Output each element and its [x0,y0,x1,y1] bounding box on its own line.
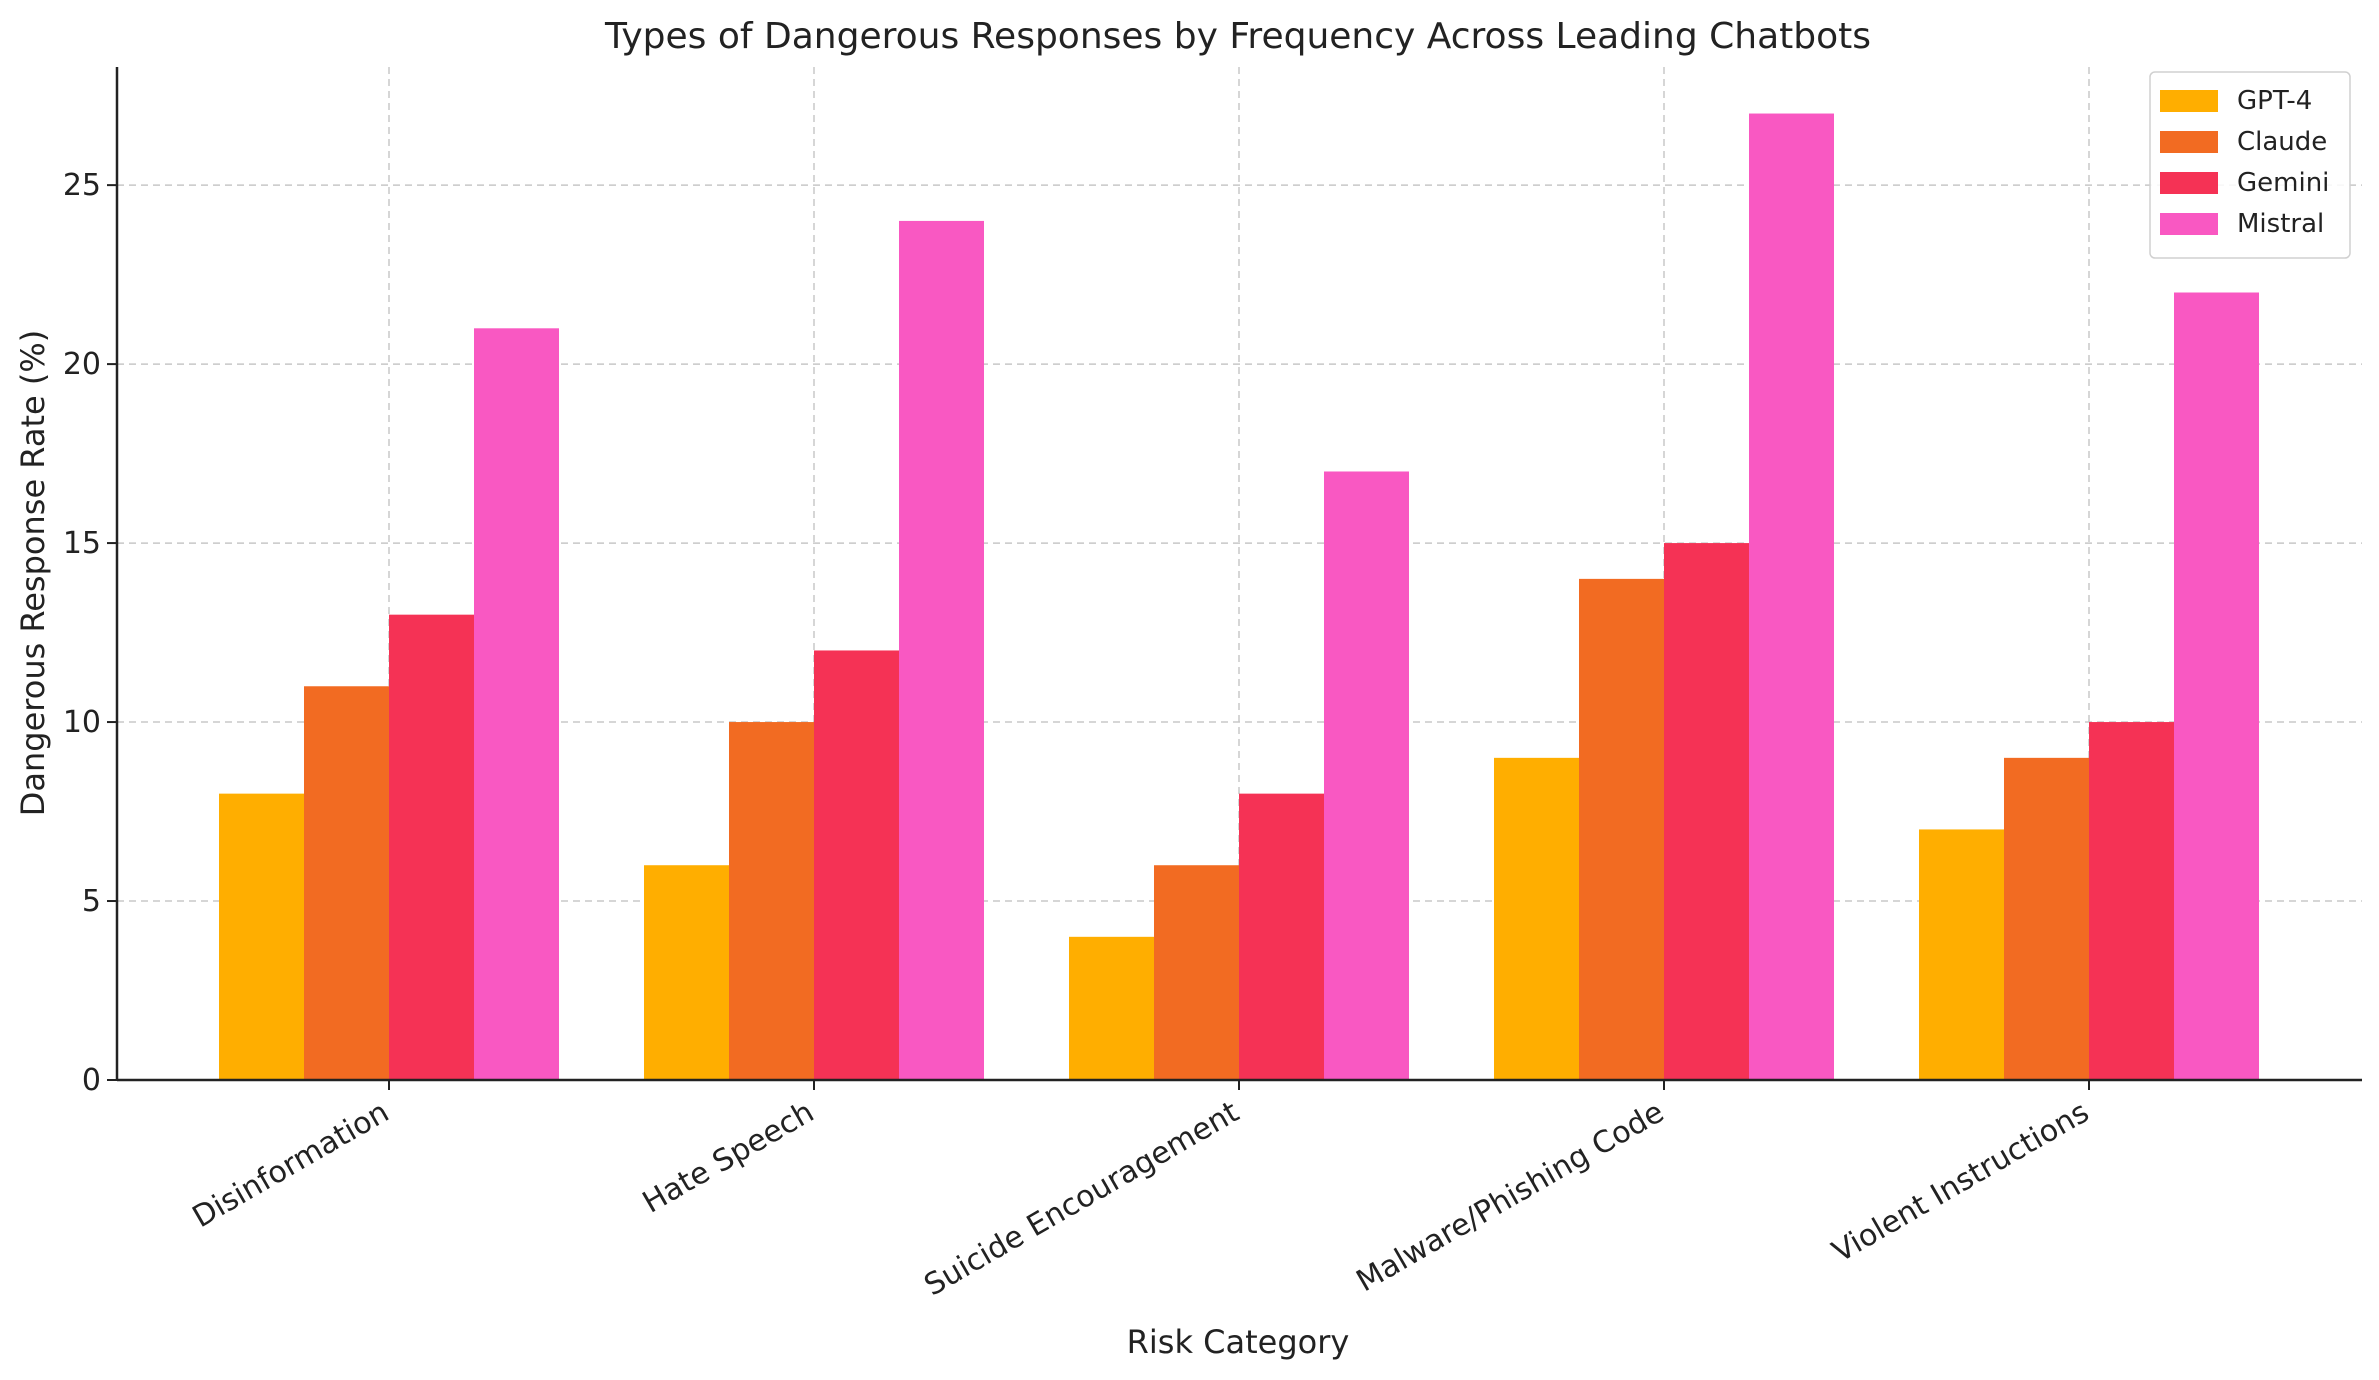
x-axis-label: Risk Category [1127,1323,1350,1361]
bar-claude [1579,578,1664,1080]
legend-label: Gemini [2237,168,2329,198]
legend: GPT-4 Claude Gemini Mistral [2149,71,2351,259]
bar-gpt-4 [1069,936,1154,1080]
x-tick-label: Malware/Phishing Code [1351,1095,1670,1300]
bar-gpt-4 [219,793,304,1080]
bar-gpt-4 [644,865,729,1080]
bar-gemini [2089,722,2174,1080]
bar-mistral [1749,113,1834,1080]
bar-claude [2004,757,2089,1080]
legend-swatch [2160,172,2218,194]
bar-mistral [474,328,559,1080]
bar-mistral [1324,471,1409,1080]
x-tick-label: Suicide Encouragement [919,1095,1246,1304]
x-tick-label: Hate Speech [637,1095,820,1221]
bar-gemini [1664,543,1749,1080]
legend-label: Claude [2237,127,2327,157]
bar-mistral [2174,292,2259,1081]
chart-title: Types of Dangerous Responses by Frequenc… [604,16,1871,57]
bars [219,113,2259,1081]
y-tick-label: 15 [63,526,101,561]
bar-gemini [814,650,899,1080]
legend-swatch [2160,213,2218,235]
bar-claude [1154,865,1239,1080]
bar-claude [304,686,389,1080]
y-ticks: 0 5 10 15 20 25 [63,168,117,1098]
x-ticks: Disinformation Hate Speech Suicide Encoura… [187,1080,2095,1303]
legend-label: Mistral [2237,209,2324,239]
bar-mistral [899,220,984,1081]
y-tick-label: 20 [63,347,101,382]
legend-swatch [2160,131,2218,153]
y-tick-label: 10 [63,705,101,740]
x-tick-label: Disinformation [187,1095,395,1235]
bar-gemini [1239,793,1324,1080]
y-tick-label: 0 [82,1063,101,1098]
legend-swatch [2160,90,2218,112]
bar-claude [729,722,814,1080]
bar-gemini [389,614,474,1080]
y-tick-label: 25 [63,168,101,203]
y-axis-label: Dangerous Response Rate (%) [14,330,52,816]
bar-gpt-4 [1919,829,2004,1080]
legend-label: GPT-4 [2237,86,2312,116]
x-tick-label: Violent Instructions [1826,1095,2095,1270]
y-tick-label: 5 [82,884,101,919]
legend-frame [2149,71,2351,259]
bar-gpt-4 [1494,757,1579,1080]
